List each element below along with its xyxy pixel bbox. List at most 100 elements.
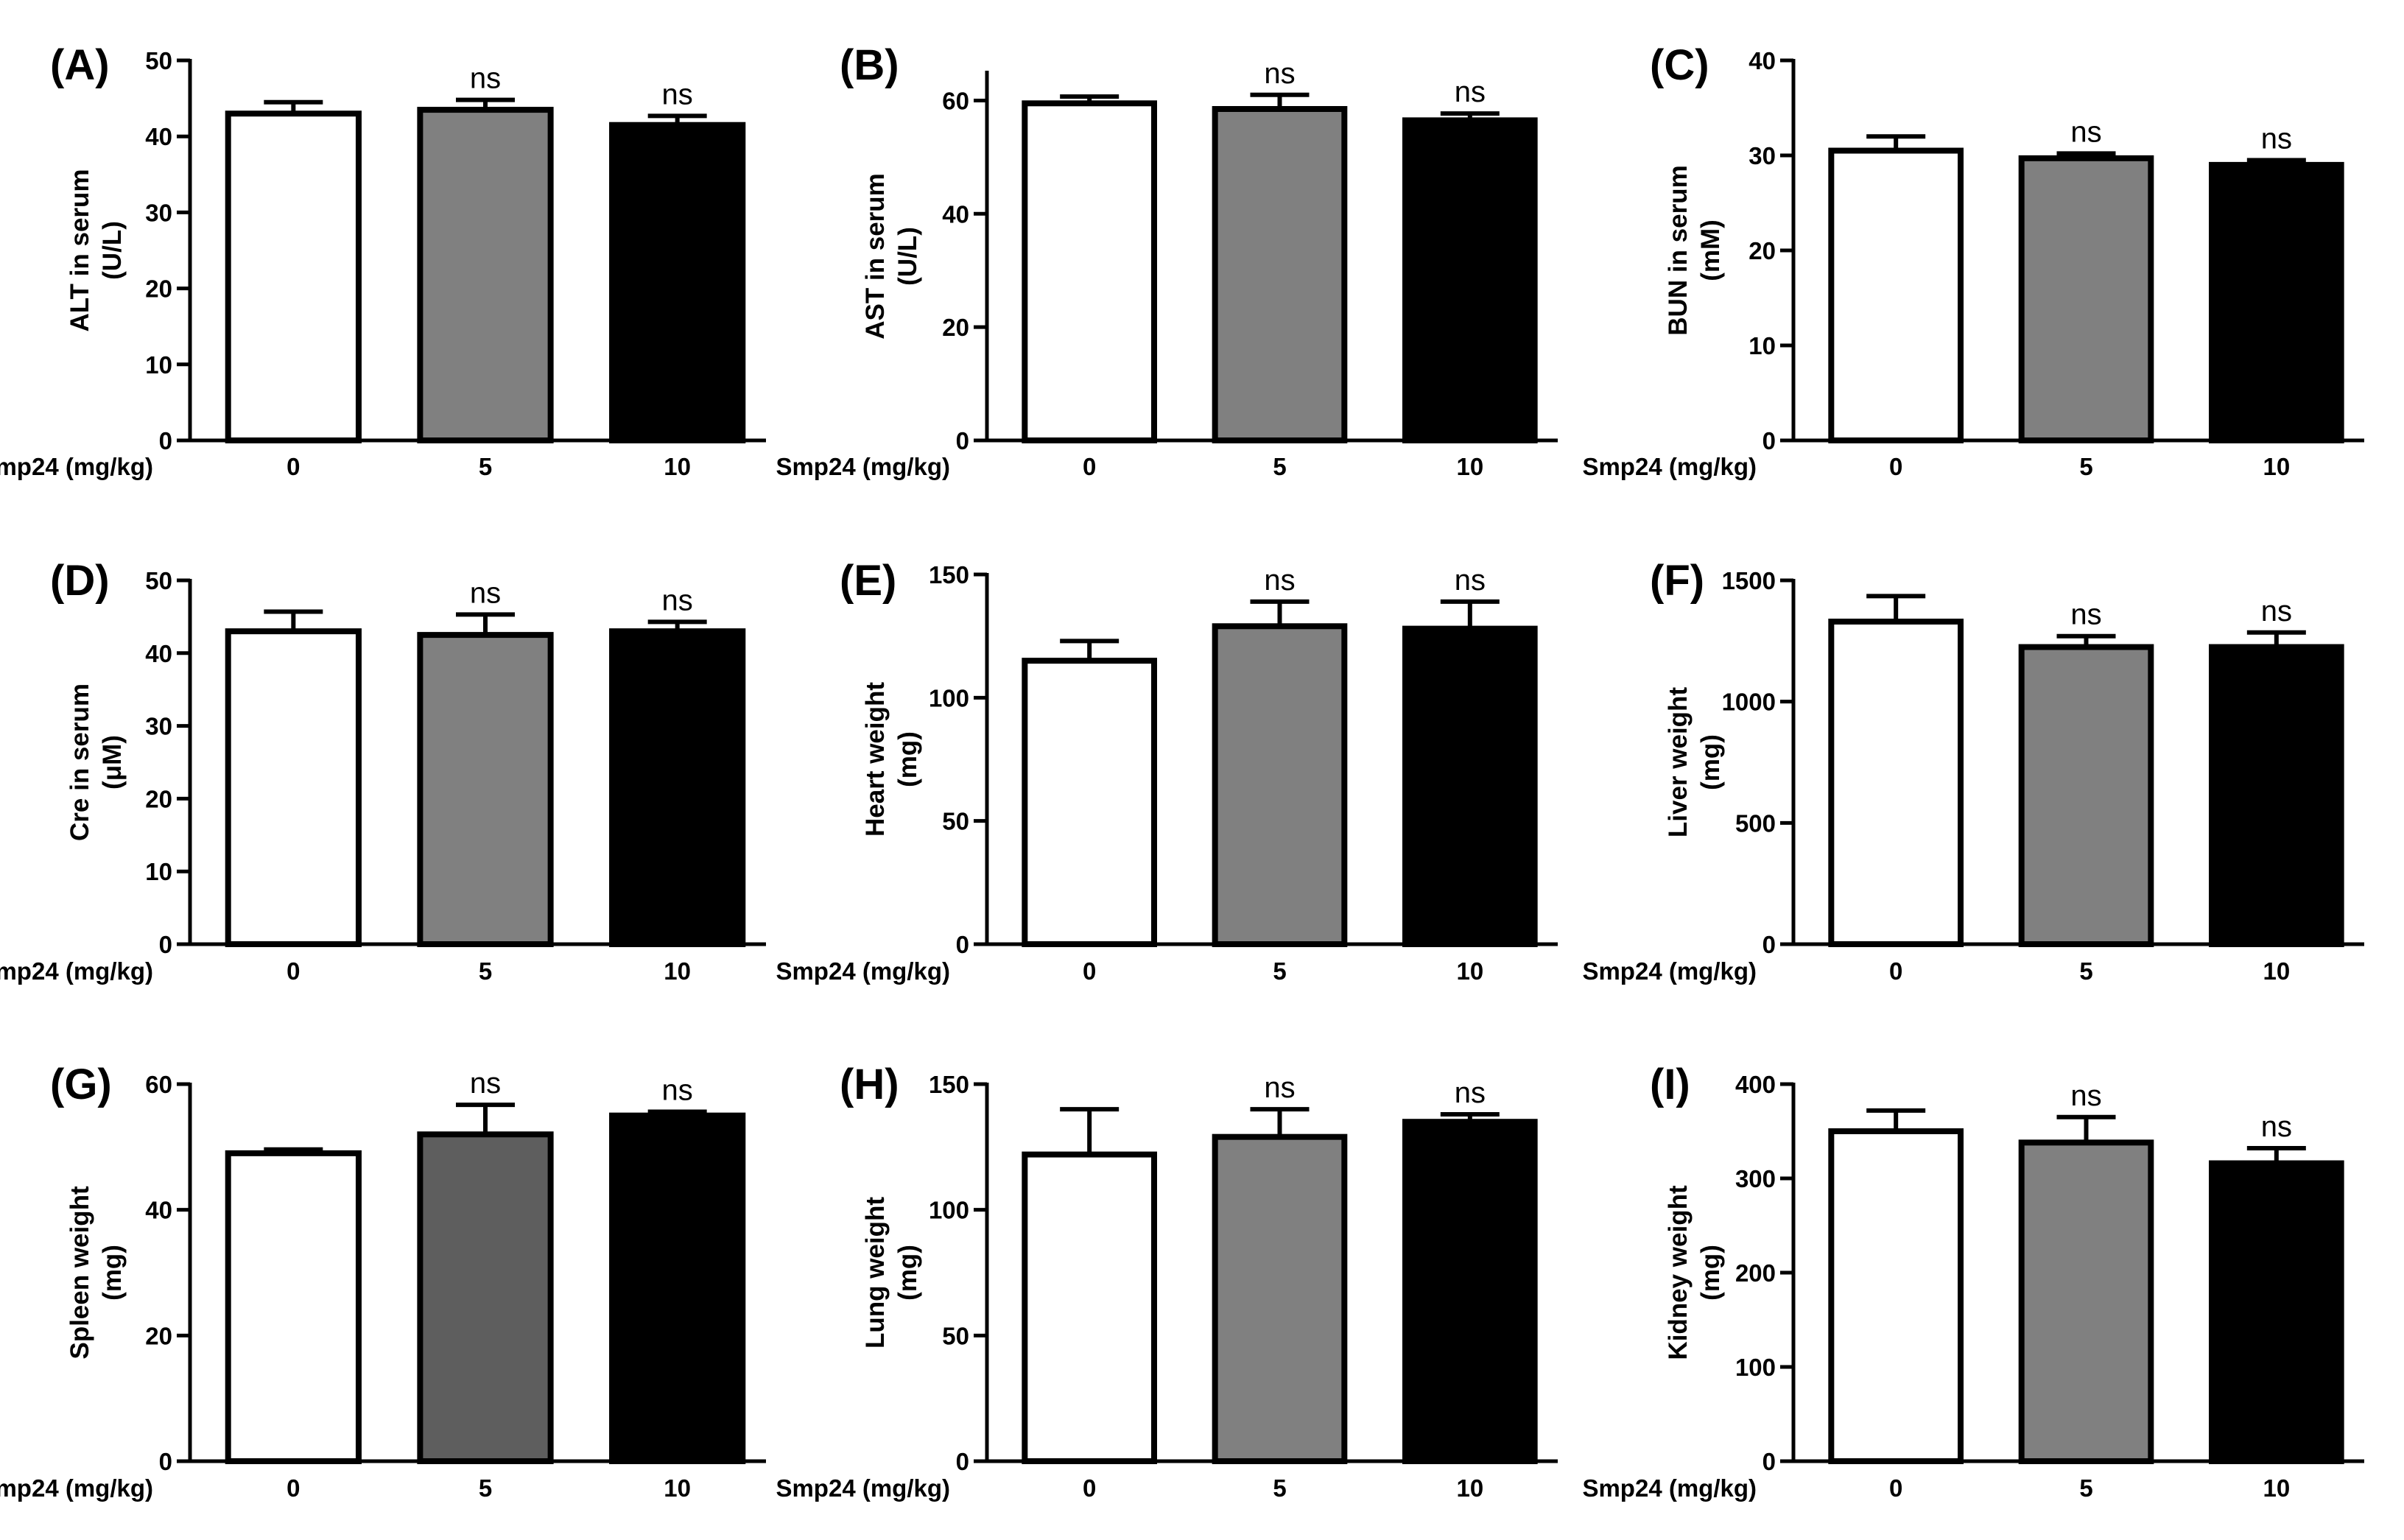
y-tick-label: 400: [1735, 1071, 1776, 1098]
x-axis-label: Smp24 (mg/kg): [1582, 1474, 1757, 1502]
significance-label: ns: [1455, 1077, 1486, 1109]
y-tick-label: 500: [1735, 809, 1776, 837]
x-tick-label: 10: [1456, 957, 1483, 985]
bar: [1828, 618, 1964, 948]
y-axis-label: Lung weight: [861, 1197, 890, 1349]
y-axis-unit: (mg): [1696, 1245, 1725, 1301]
bar: [417, 107, 554, 444]
bar: [2018, 155, 2154, 443]
significance-label: ns: [1264, 57, 1295, 90]
y-tick-label: 0: [159, 931, 172, 958]
panel-label: (H): [840, 1061, 899, 1108]
panel-g: (G) 0 20 40 60 Spleen weight(mg) 0 ns 5 ns 10 Smp24…: [0, 1061, 766, 1502]
x-tick-label: 5: [2079, 1474, 2092, 1502]
bar: [1212, 623, 1348, 948]
y-axis-unit: (mg): [893, 731, 922, 787]
panel-h: (H) 0 50 100 150 Lung weight (mg) 0 ns 5 ns 10 Smp24…: [776, 1061, 1558, 1502]
y-tick-label: 0: [1762, 427, 1776, 454]
bar: [609, 628, 746, 947]
significance-label: ns: [1455, 564, 1486, 597]
x-tick-label: 0: [1083, 957, 1096, 985]
y-tick-label: 10: [145, 351, 172, 379]
bar: [1022, 658, 1158, 948]
x-tick-label: 10: [2263, 1474, 2290, 1502]
x-tick-label: 5: [479, 957, 492, 985]
x-axis-label: Smp24 (mg/kg): [776, 453, 950, 480]
x-tick-label: 0: [287, 453, 300, 480]
y-tick-label: 20: [942, 314, 969, 341]
significance-label: ns: [470, 577, 501, 609]
panel-c: (C) 0 10 20 30 40 BUN in serum (mM) 0 ns 5 ns 10 Smp2…: [1582, 41, 2364, 480]
bar: [1828, 1128, 1964, 1464]
panel-label: (G): [50, 1061, 112, 1108]
bar: [2209, 161, 2344, 443]
x-axis-label: Smp24 (mg/kg): [776, 1474, 950, 1502]
y-tick-label: 0: [1762, 1448, 1776, 1475]
bar: [417, 1131, 554, 1465]
x-tick-label: 5: [1273, 1474, 1286, 1502]
x-axis-label: Smp24 (mg/kg): [0, 453, 153, 480]
x-tick-label: 0: [1889, 1474, 1902, 1502]
bar: [2018, 644, 2154, 947]
y-axis-unit: (U/L): [893, 227, 922, 286]
y-tick-label: 20: [1748, 237, 1776, 264]
x-tick-label: 5: [1273, 957, 1286, 985]
y-tick-label: 0: [956, 427, 969, 454]
bar: [225, 110, 362, 444]
bar: [1402, 625, 1538, 947]
panel-label: (D): [50, 557, 110, 605]
y-axis-unit: (mM): [1696, 219, 1725, 281]
y-axis-unit: (mg): [98, 1245, 127, 1301]
x-axis-label: Smp24 (mg/kg): [1582, 957, 1757, 985]
significance-label: ns: [2070, 599, 2101, 631]
y-tick-label: 300: [1735, 1165, 1776, 1192]
x-tick-label: 10: [664, 957, 691, 985]
y-tick-label: 10: [145, 858, 172, 885]
x-tick-label: 5: [2079, 957, 2092, 985]
y-tick-label: 100: [1735, 1354, 1776, 1381]
x-tick-label: 0: [1083, 1474, 1096, 1502]
y-axis-label: Liver weight: [1664, 687, 1693, 838]
y-axis-unit: (mg): [1696, 734, 1725, 790]
x-tick-label: 0: [1889, 957, 1902, 985]
y-tick-label: 100: [929, 684, 969, 711]
y-tick-label: 40: [145, 123, 172, 150]
significance-label: ns: [470, 63, 501, 95]
bar: [2209, 1160, 2344, 1465]
y-tick-label: 50: [145, 567, 172, 594]
bar: [225, 1150, 362, 1465]
y-axis-label: Spleen weight: [66, 1186, 94, 1360]
y-tick-label: 0: [956, 1448, 969, 1475]
y-tick-label: 60: [942, 87, 969, 114]
bar: [417, 632, 554, 947]
panel-d: (D) 0 10 20 30 40 50 Cre in serum(μM) 0 ns 5 ns 10 Sm…: [0, 557, 766, 985]
significance-label: ns: [1455, 76, 1486, 108]
bar: [1402, 117, 1538, 443]
y-tick-label: 40: [942, 200, 969, 228]
panel-label: (F): [1650, 557, 1704, 605]
panel-label: (E): [840, 557, 896, 605]
x-tick-label: 0: [1889, 453, 1902, 480]
significance-label: ns: [2261, 1111, 2292, 1143]
y-tick-label: 20: [145, 785, 172, 812]
y-tick-label: 40: [145, 640, 172, 667]
y-tick-label: 150: [929, 1071, 969, 1098]
bar: [609, 122, 746, 443]
x-tick-label: 5: [1273, 453, 1286, 480]
bar: [1212, 106, 1348, 443]
x-tick-label: 5: [2079, 453, 2092, 480]
y-tick-label: 30: [1748, 142, 1776, 169]
y-tick-label: 200: [1735, 1259, 1776, 1287]
y-tick-label: 10: [1748, 332, 1776, 359]
y-axis-unit: (mg): [893, 1245, 922, 1301]
y-tick-label: 0: [159, 1448, 172, 1475]
y-tick-label: 30: [145, 713, 172, 740]
y-tick-label: 150: [929, 561, 969, 588]
y-axis-label: Heart weight: [861, 682, 890, 837]
x-tick-label: 5: [479, 1474, 492, 1502]
panel-label: (A): [50, 41, 110, 89]
y-axis-label: ALT in serum: [66, 169, 94, 331]
significance-label: ns: [1264, 564, 1295, 597]
x-axis-label: Smp24 (mg/kg): [0, 957, 153, 985]
bar: [2209, 644, 2344, 947]
